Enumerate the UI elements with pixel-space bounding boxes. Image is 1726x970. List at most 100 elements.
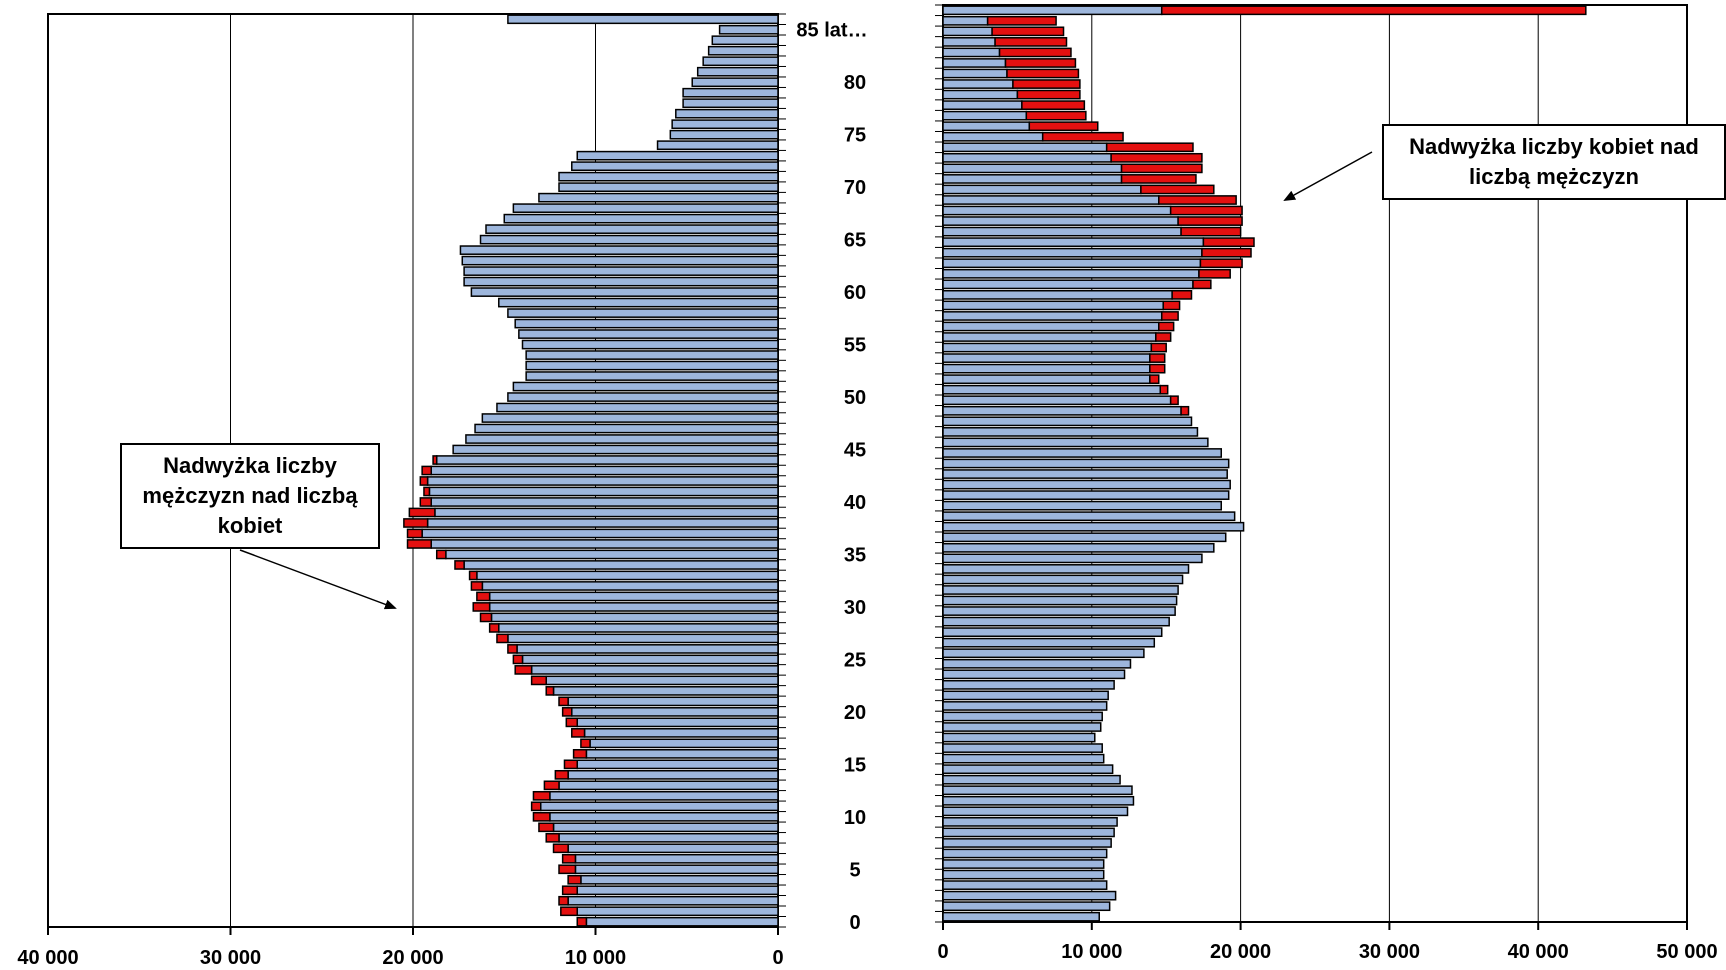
left-excess-bar	[558, 895, 569, 906]
right-base-bar	[942, 110, 1028, 121]
left-excess-bar	[561, 885, 579, 896]
age-label: 55	[844, 335, 866, 357]
left-base-bar	[576, 759, 779, 770]
age-label: 20	[844, 702, 866, 724]
right-excess-bar	[1199, 258, 1243, 269]
left-base-bar	[549, 811, 779, 822]
right-excess-bar	[1105, 142, 1194, 153]
right-base-bar	[942, 827, 1115, 838]
left-base-bar	[507, 633, 779, 644]
left-base-bar	[421, 528, 779, 539]
right-base-bar	[942, 679, 1115, 690]
right-excess-bar	[1159, 384, 1169, 395]
left-base-bar	[567, 895, 779, 906]
left-excess-bar	[552, 843, 569, 854]
left-base-bar	[507, 308, 779, 318]
left-base-bar	[671, 119, 779, 130]
left-base-bar	[538, 192, 779, 203]
right-base-bar	[942, 732, 1096, 743]
left-base-bar	[567, 769, 779, 780]
right-base-bar	[942, 500, 1223, 511]
left-base-bar	[521, 654, 779, 665]
left-base-bar	[518, 329, 779, 339]
left-excess-bar	[558, 696, 569, 707]
left-base-bar	[696, 66, 779, 77]
right-base-bar	[942, 142, 1108, 153]
right-base-bar	[942, 289, 1173, 300]
left-base-bar	[576, 906, 779, 917]
left-base-bar	[481, 413, 779, 423]
left-base-bar	[498, 297, 779, 308]
right-base-bar	[942, 890, 1117, 901]
left-base-bar	[481, 581, 779, 591]
left-base-bar	[567, 843, 779, 854]
left-excess-bar	[454, 560, 465, 570]
right-base-bar	[942, 300, 1164, 311]
left-base-bar	[461, 255, 779, 266]
left-excess-bar	[432, 455, 438, 465]
left-excess-bar	[512, 654, 524, 665]
left-base-bar	[576, 150, 779, 161]
right-base-bar	[942, 416, 1193, 427]
left-excess-bar	[580, 738, 591, 749]
left-excess-bar	[406, 539, 432, 549]
left-excess-bar	[514, 665, 533, 675]
left-excess-bar	[558, 864, 577, 875]
left-base-bar	[567, 696, 779, 707]
left-base-bar	[540, 801, 779, 812]
left-excess-bar	[532, 790, 551, 801]
left-base-bar	[476, 570, 779, 581]
left-base-bar	[545, 675, 779, 686]
left-base-bar	[496, 402, 779, 413]
right-base-bar	[942, 395, 1172, 406]
left-base-bar	[589, 738, 779, 749]
left-base-bar	[530, 665, 779, 675]
left-excess-bar	[488, 623, 500, 633]
right-x-tick-label: 20 000	[1210, 941, 1271, 963]
right-base-bar	[942, 806, 1129, 817]
left-excess-bar	[435, 549, 447, 560]
left-excess-bar	[572, 749, 588, 759]
left-x-tick-label: 40 000	[17, 947, 78, 969]
right-base-bar	[942, 743, 1103, 753]
right-excess-bar	[1158, 195, 1237, 205]
right-base-bar	[942, 405, 1182, 416]
right-excess-bar	[994, 37, 1068, 47]
left-base-bar	[512, 381, 779, 392]
right-excess-bar	[1012, 79, 1081, 89]
right-base-bar	[942, 26, 993, 37]
right-excess-bar	[1150, 342, 1167, 353]
left-excess-bar	[538, 822, 555, 833]
age-label: 50	[844, 387, 866, 409]
right-base-bar	[942, 37, 996, 47]
right-base-bar	[942, 722, 1102, 732]
right-excess-bar	[1140, 184, 1215, 195]
left-excess-bar	[408, 507, 436, 518]
left-annotation-box: Nadwyżka liczby mężczyzn nad liczbą kobi…	[120, 443, 380, 549]
left-base-bar	[430, 539, 779, 549]
right-excess-bar	[1202, 237, 1255, 248]
right-base-bar	[942, 47, 1001, 58]
left-base-bar	[507, 14, 779, 25]
left-base-bar	[426, 476, 779, 486]
left-base-bar	[488, 602, 779, 612]
left-base-bar	[507, 392, 779, 402]
age-label: 85 lat…	[796, 20, 867, 42]
left-base-bar	[516, 644, 779, 654]
right-base-bar	[942, 363, 1151, 374]
right-excess-bar	[1169, 395, 1179, 406]
right-base-bar	[942, 532, 1227, 543]
left-excess-bar	[530, 675, 547, 686]
left-base-bar	[691, 77, 779, 88]
age-label: 35	[844, 544, 866, 566]
left-base-bar	[488, 591, 779, 602]
right-base-bar	[942, 901, 1111, 912]
annotation-arrows	[239, 151, 1373, 610]
left-base-bar	[682, 98, 779, 109]
left-base-bar	[435, 455, 779, 465]
right-base-bar	[942, 342, 1153, 353]
right-x-tick-label: 30 000	[1359, 941, 1420, 963]
right-excess-bar	[1006, 68, 1080, 79]
right-base-bar	[942, 174, 1123, 184]
right-base-bar	[942, 627, 1163, 638]
